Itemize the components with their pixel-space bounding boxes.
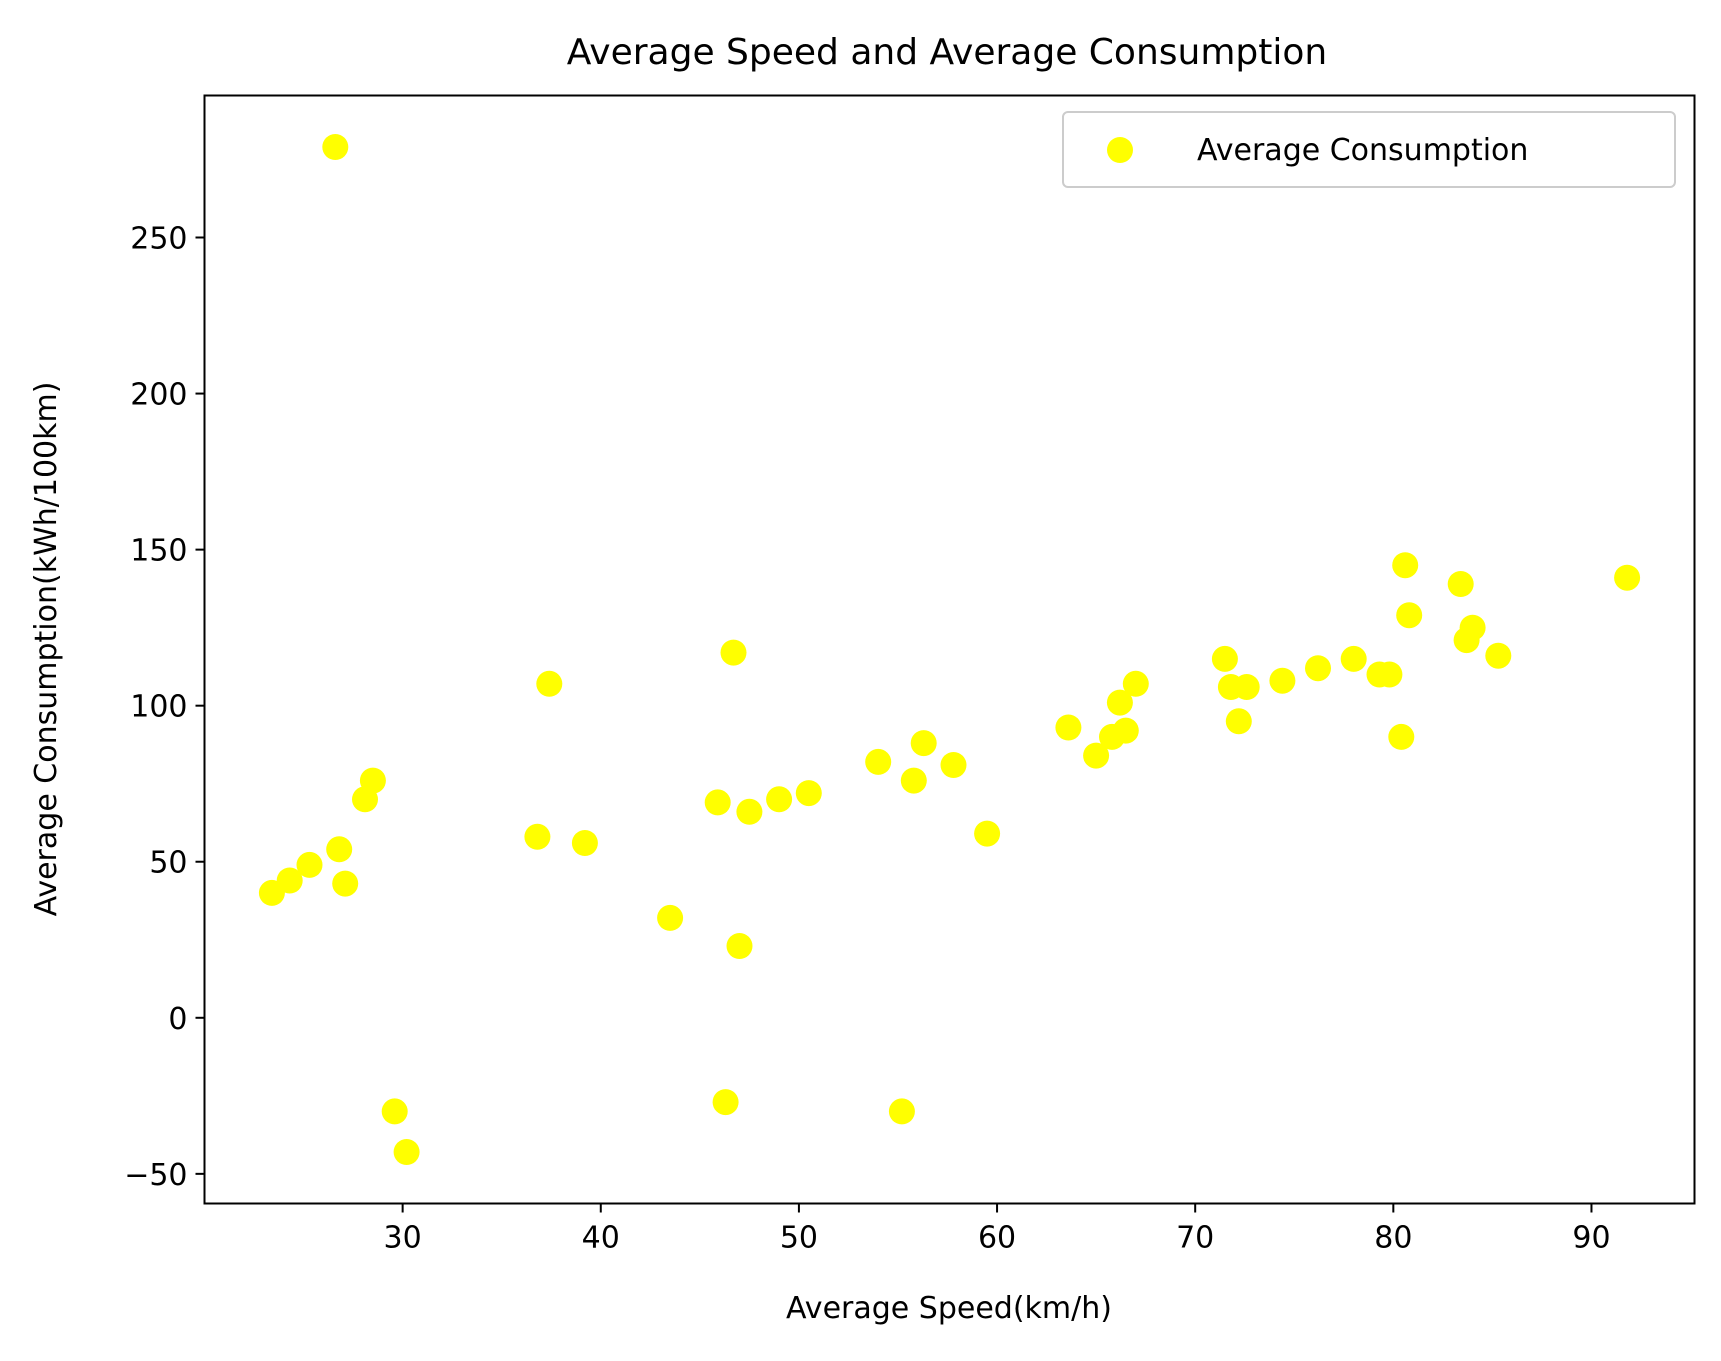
data-point: [1388, 723, 1415, 750]
data-point: [1055, 714, 1082, 741]
data-point: [766, 786, 793, 813]
data-point: [704, 789, 731, 816]
data-point: [1340, 645, 1367, 672]
data-point: [1485, 642, 1512, 669]
data-point: [1305, 655, 1331, 682]
data-point: [1396, 602, 1423, 629]
x-axis-label: Average Speed(km/h): [786, 1291, 1112, 1326]
data-point: [1112, 717, 1139, 744]
data-point: [393, 1139, 420, 1165]
data-point: [712, 1089, 739, 1116]
data-point: [1447, 571, 1474, 597]
data-point: [276, 867, 303, 894]
legend-entry-label: Average Consumption: [1197, 133, 1528, 168]
chart-title: Average Speed and Average Consumption: [567, 32, 1327, 73]
data-point: [736, 798, 763, 825]
x-tick-label: 50: [780, 1221, 818, 1256]
data-point: [888, 1098, 915, 1125]
data-point: [940, 752, 967, 778]
x-tick-label: 70: [1176, 1221, 1214, 1256]
data-point: [322, 134, 349, 160]
data-point: [326, 836, 353, 863]
data-point: [720, 639, 747, 666]
data-point: [1106, 689, 1133, 716]
data-point: [1614, 564, 1641, 591]
data-point: [726, 933, 753, 959]
y-tick-label: −50: [124, 1158, 187, 1193]
y-axis-label: Average Consumption(kWh/100km): [29, 382, 64, 917]
data-point: [1392, 552, 1419, 579]
data-point: [1269, 667, 1296, 694]
data-point: [974, 820, 1001, 847]
data-point: [536, 670, 563, 697]
data-point: [795, 780, 822, 807]
legend-box: [1062, 111, 1676, 188]
y-tick-label: 200: [130, 378, 187, 413]
y-tick-label: 0: [168, 1002, 187, 1037]
data-point: [1459, 614, 1486, 641]
x-tick-label: 40: [582, 1221, 620, 1256]
x-tick-label: 90: [1572, 1221, 1610, 1256]
data-point: [332, 870, 359, 897]
y-tick-label: 250: [130, 222, 187, 257]
data-point: [524, 823, 551, 850]
x-axis: 30 40 50 60 70 80 90: [384, 1203, 1611, 1256]
x-tick-label: 80: [1374, 1221, 1412, 1256]
data-point: [1376, 661, 1403, 688]
data-point: [1211, 645, 1238, 672]
data-point: [381, 1098, 408, 1125]
y-tick-label: 50: [149, 846, 187, 881]
data-point: [1225, 708, 1252, 735]
data-point: [900, 767, 927, 794]
data-point: [1083, 742, 1110, 769]
data-point: [359, 767, 386, 794]
data-point: [296, 851, 323, 878]
data-point: [657, 904, 684, 931]
plot-frame: [203, 94, 1696, 1205]
plot-area: [258, 134, 1641, 1165]
legend: Average Consumption: [1062, 111, 1676, 188]
data-point: [1233, 674, 1260, 700]
data-point: [571, 830, 598, 856]
data-point: [865, 748, 892, 775]
y-tick-label: 100: [130, 690, 187, 725]
data-point: [1122, 670, 1149, 697]
x-tick-label: 30: [384, 1221, 422, 1256]
y-tick-label: 150: [130, 534, 187, 569]
legend-marker: [1107, 137, 1133, 163]
y-axis: −50 0 50 100 150 200 250: [124, 222, 205, 1193]
x-tick-label: 60: [978, 1221, 1016, 1256]
data-point: [910, 730, 937, 757]
